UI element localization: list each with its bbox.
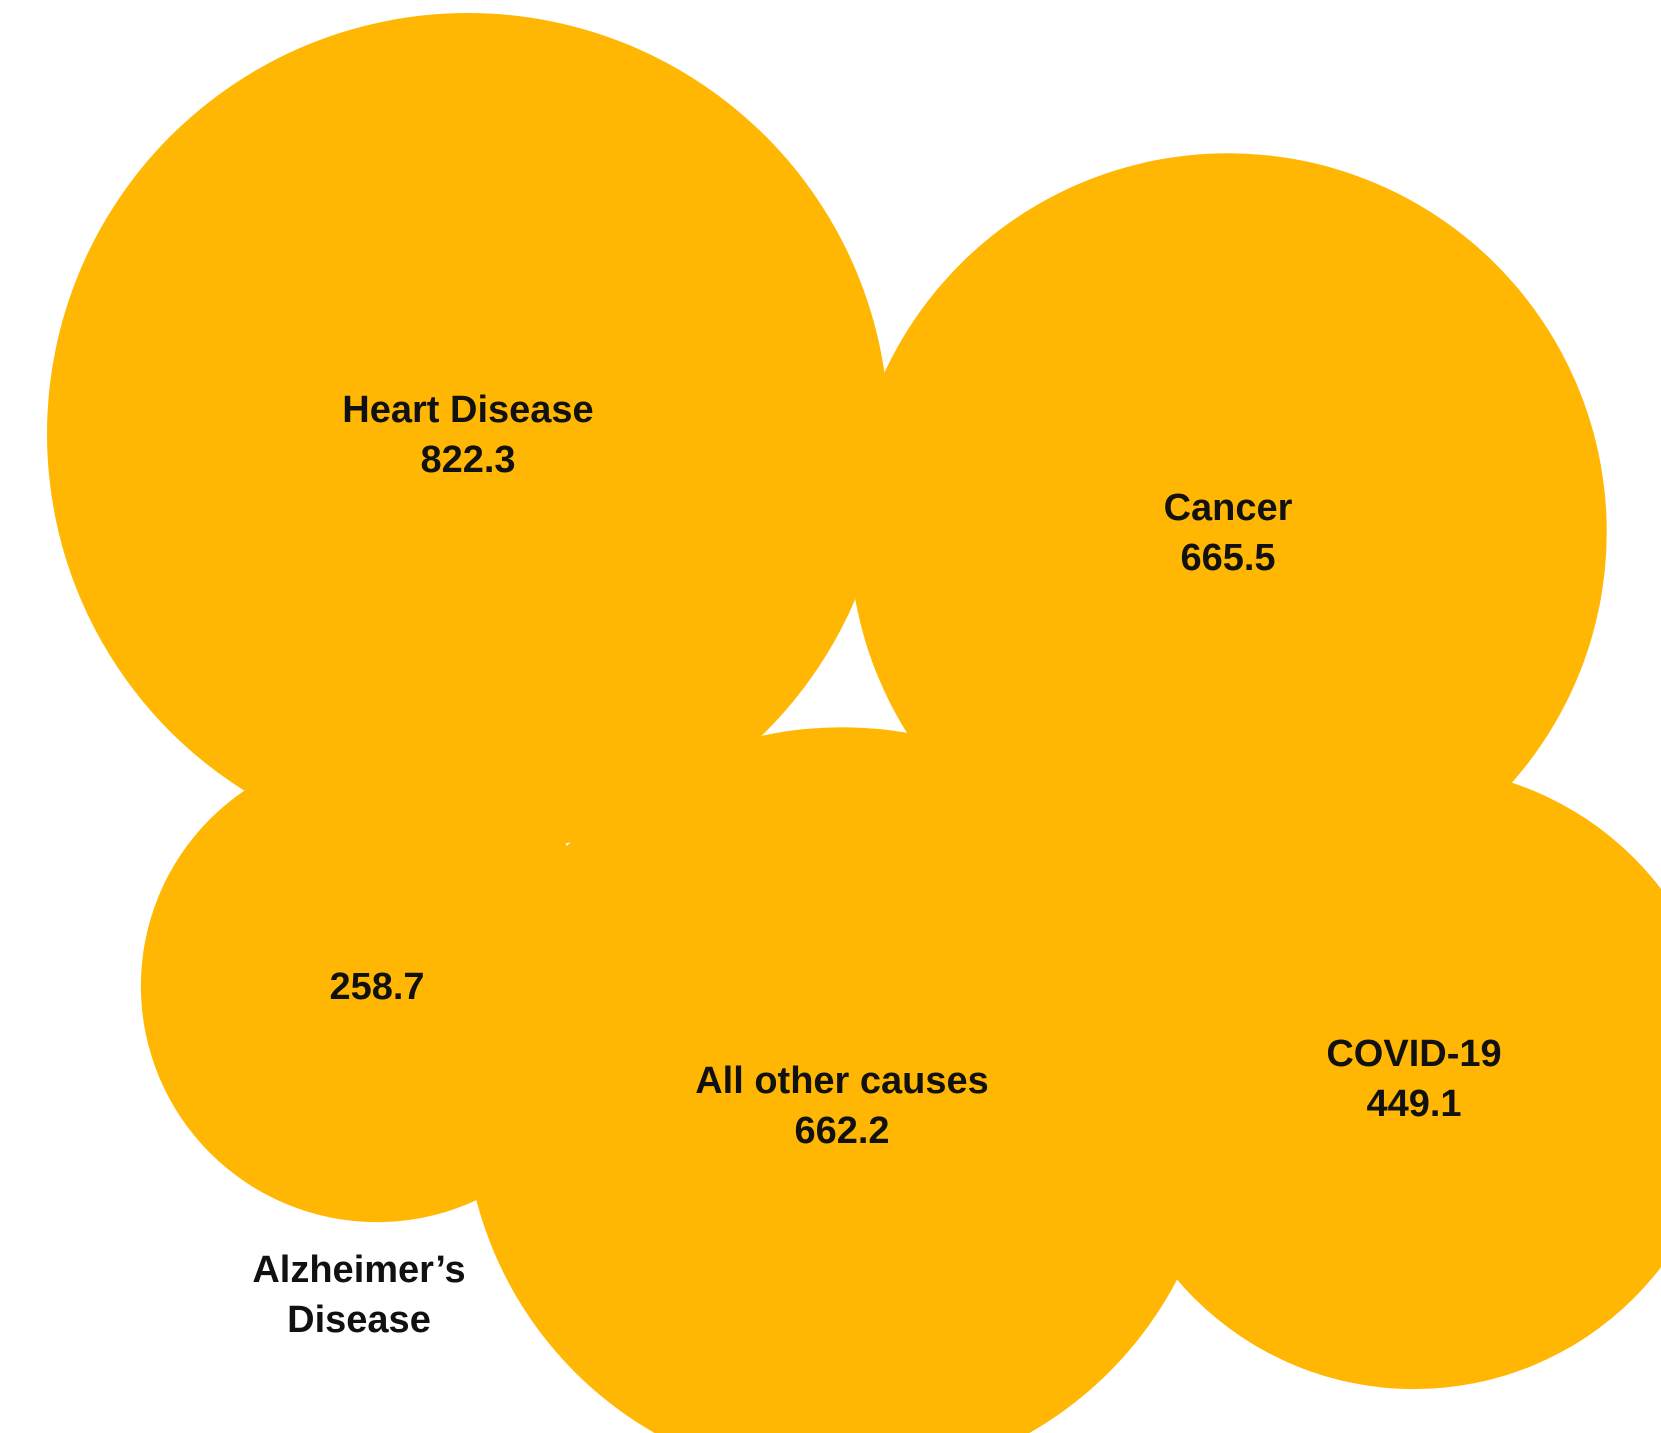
- bubbles-layer: [47, 13, 1661, 1433]
- bubble-label-cancer: Cancer: [1164, 487, 1293, 529]
- bubble-value-covid-19: 449.1: [1366, 1083, 1461, 1125]
- bubble-heart-disease: [47, 13, 889, 855]
- bubble-covid-19: [1102, 766, 1661, 1390]
- bubble-label-heart-disease: Heart Disease: [342, 389, 593, 431]
- bubble-label-covid-19: COVID-19: [1326, 1033, 1501, 1075]
- bubble-label-alzheimer-s-disease-line-1: Alzheimer’s: [252, 1249, 465, 1291]
- bubble-value-heart-disease: 822.3: [420, 439, 515, 481]
- bubble-value-alzheimer-s-disease: 258.7: [329, 966, 424, 1008]
- bubble-label-alzheimer-s-disease-line-2: Disease: [287, 1299, 431, 1341]
- bubble-cancer: [849, 153, 1607, 911]
- bubble-value-all-other-causes: 662.2: [794, 1110, 889, 1152]
- bubble-label-all-other-causes: All other causes: [695, 1060, 989, 1102]
- bubble-value-cancer: 665.5: [1180, 537, 1275, 579]
- labels-layer: Heart Disease 822.3 Cancer 665.5 258.7 Alzhei…: [252, 389, 1501, 1341]
- bubble-all-other-causes: [464, 727, 1220, 1433]
